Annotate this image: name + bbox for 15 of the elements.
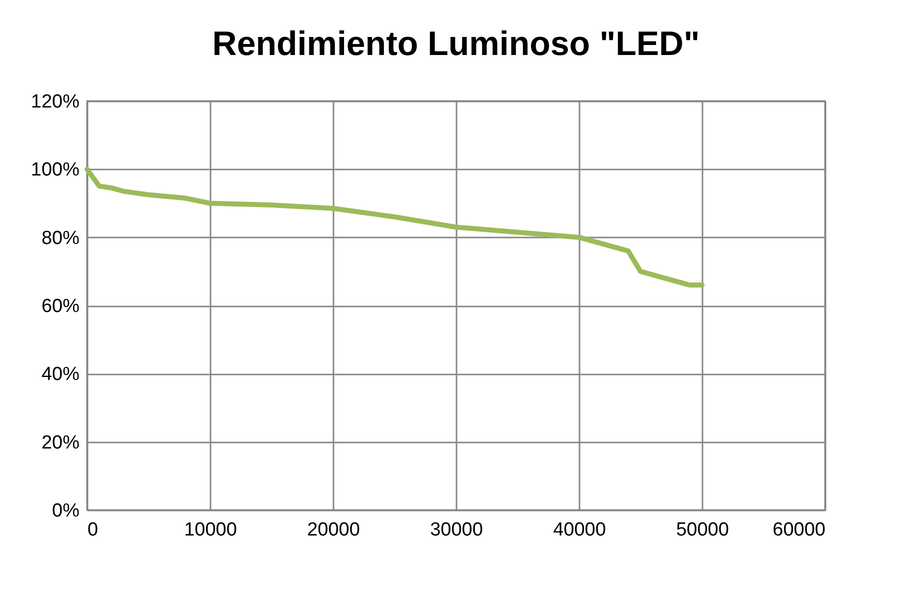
chart-title: Rendimiento Luminoso "LED" <box>212 25 700 63</box>
y-tick-label: 60% <box>41 296 80 317</box>
y-tick-label: 100% <box>30 160 80 181</box>
x-tick-label: 50000 <box>676 520 729 540</box>
x-tick-label: 10000 <box>184 520 237 540</box>
x-tick-label: 20000 <box>307 520 360 540</box>
x-tick-label: 30000 <box>430 520 483 540</box>
y-tick-label: 80% <box>41 228 80 249</box>
y-tick-label: 40% <box>41 364 80 386</box>
y-tick-label: 120% <box>30 92 80 112</box>
x-tick-label: 0 <box>88 520 98 540</box>
x-tick-label: 40000 <box>553 520 606 540</box>
y-tick-label: 0% <box>52 500 80 522</box>
x-tick-label: 60000 <box>772 520 826 540</box>
y-tick-label: 20% <box>41 432 80 454</box>
